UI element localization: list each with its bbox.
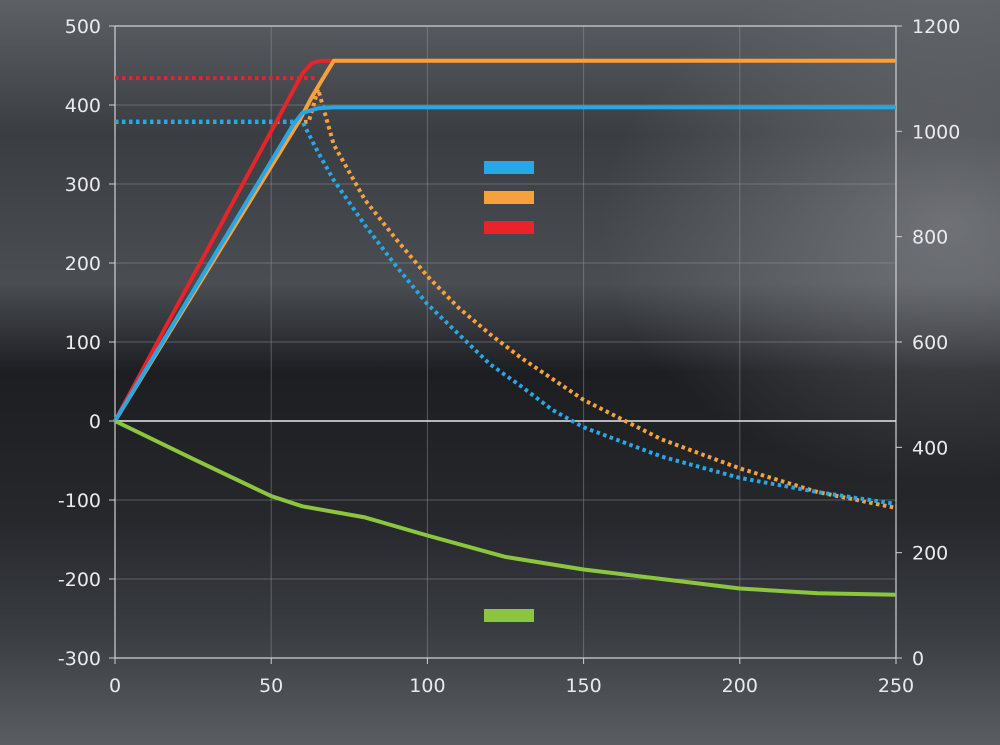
y-left-tick-label: -200 [58, 569, 101, 591]
y-left-tick-label: -300 [58, 648, 101, 670]
y-right-tick-label: 200 [912, 543, 948, 565]
axes: 5004003002001000-100-200-300120010008006… [58, 16, 960, 697]
y-right-tick-label: 400 [912, 437, 948, 459]
y-left-tick-label: -100 [58, 490, 101, 512]
x-tick-label: 150 [565, 675, 601, 697]
y-left-tick-label: 400 [65, 95, 101, 117]
series-line-solid [113, 58, 896, 423]
y-right-tick-label: 1200 [912, 16, 960, 38]
x-tick-label: 50 [259, 675, 283, 697]
legend-swatch [484, 609, 534, 622]
series-line-solid [114, 419, 897, 597]
series-group [113, 58, 897, 597]
y-left-tick-label: 0 [89, 411, 101, 433]
x-tick-label: 250 [878, 675, 914, 697]
y-left-tick-label: 100 [65, 332, 101, 354]
legend-swatch [484, 191, 534, 204]
y-left-tick-label: 300 [65, 174, 101, 196]
y-right-tick-label: 600 [912, 332, 948, 354]
legend-swatch [484, 221, 534, 234]
x-tick-label: 0 [109, 675, 121, 697]
x-tick-label: 200 [722, 675, 758, 697]
series-line-solid [113, 105, 896, 423]
y-left-tick-label: 200 [65, 253, 101, 275]
legend [484, 161, 534, 622]
x-tick-label: 100 [409, 675, 445, 697]
legend-swatch [484, 161, 534, 174]
y-right-tick-label: 1000 [912, 121, 960, 143]
y-right-tick-label: 0 [912, 648, 924, 670]
y-right-tick-label: 800 [912, 227, 948, 249]
grid [115, 26, 896, 658]
y-left-tick-label: 500 [65, 16, 101, 38]
